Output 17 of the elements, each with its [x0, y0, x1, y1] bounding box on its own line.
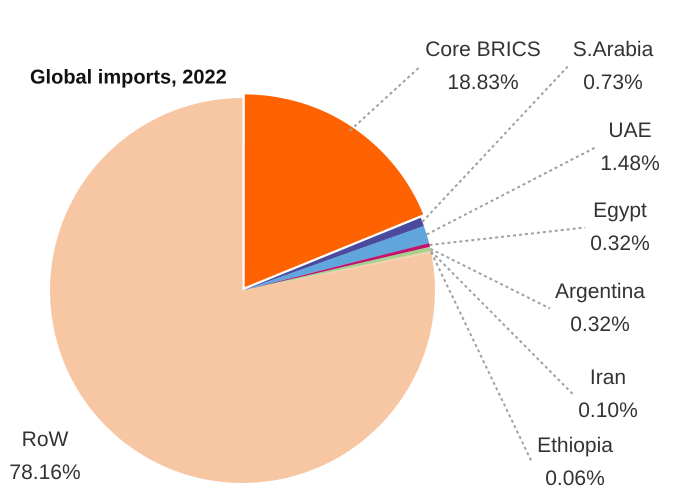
text: Global imports, 2022: [30, 66, 227, 89]
data-label: 0.10%: [578, 398, 638, 422]
slice-label: RoW: [22, 428, 69, 451]
slice-label: Argentina: [555, 280, 646, 303]
data-label: 0.73%: [583, 70, 643, 94]
slice-label: Ethiopia: [537, 434, 614, 457]
slice-label: Iran: [590, 366, 626, 389]
data-label: 78.16%: [9, 460, 81, 484]
data-label: 0.06%: [545, 466, 605, 490]
data-label: 18.83%: [447, 70, 519, 94]
slice-label: S.Arabia: [572, 38, 654, 61]
data-label: 0.32%: [570, 312, 630, 336]
slice-label: Core BRICS: [425, 38, 541, 61]
slice-label: Egypt: [593, 198, 648, 222]
slice-label: UAE: [608, 118, 652, 142]
data-label: 1.48%: [600, 152, 660, 175]
data-label: 0.32%: [590, 232, 650, 255]
